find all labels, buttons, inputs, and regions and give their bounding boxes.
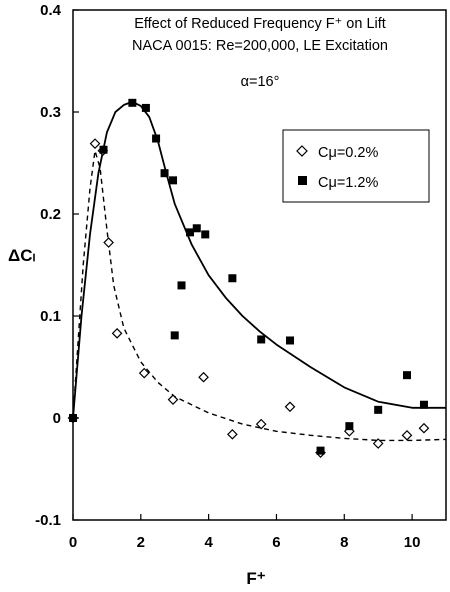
y-tick-label: 0 bbox=[53, 410, 61, 427]
legend: Cμ=0.2% Cμ=1.2% bbox=[282, 129, 430, 203]
chart-title-line-1: Effect of Reduced Frequency F⁺ on Lift bbox=[134, 16, 386, 32]
data-point-diamond bbox=[198, 371, 209, 383]
y-tick-label: -0.1 bbox=[35, 512, 61, 529]
data-point-diamond bbox=[372, 438, 384, 449]
data-point-diamond bbox=[89, 138, 101, 149]
data-point-diamond bbox=[227, 428, 238, 440]
data-point-square bbox=[403, 371, 412, 380]
data-point-diamond bbox=[284, 401, 296, 413]
data-point-square bbox=[69, 414, 77, 422]
x-tick-label: 4 bbox=[204, 534, 213, 551]
data-point-square bbox=[141, 103, 150, 112]
y-tick-label: 0.1 bbox=[40, 308, 61, 325]
data-point-square bbox=[177, 281, 186, 290]
data-point-diamond bbox=[418, 422, 430, 434]
legend-marker-square bbox=[298, 176, 307, 185]
data-point-diamond bbox=[138, 367, 150, 379]
fit-curve-series-2 bbox=[72, 100, 446, 419]
y-axis-label: ΔCₗ bbox=[8, 246, 35, 265]
data-point-square bbox=[286, 336, 295, 345]
y-tick-label: 0.3 bbox=[40, 104, 61, 121]
legend-label-series-2: Cμ=1.2% bbox=[318, 175, 378, 191]
plot-area bbox=[72, 9, 447, 521]
x-tick-label: 10 bbox=[404, 534, 421, 551]
data-point-diamond bbox=[103, 237, 114, 248]
data-point-square bbox=[170, 331, 179, 340]
data-point-square bbox=[99, 145, 108, 154]
data-point-square bbox=[152, 134, 161, 143]
data-point-square bbox=[374, 405, 383, 414]
data-point-square bbox=[419, 400, 428, 409]
legend-label-series-1: Cμ=0.2% bbox=[318, 145, 378, 161]
x-tick-label: 6 bbox=[272, 534, 280, 551]
data-point-square bbox=[128, 98, 137, 107]
chart-title-line-2: NACA 0015: Re=200,000, LE Excitation bbox=[132, 38, 388, 54]
data-point-diamond bbox=[167, 394, 179, 405]
y-tick-label: 0.2 bbox=[40, 206, 61, 223]
data-point-square bbox=[201, 230, 210, 239]
x-tick-label: 0 bbox=[69, 534, 77, 551]
data-point-square bbox=[228, 274, 237, 283]
data-point-square bbox=[345, 422, 354, 431]
data-point-diamond bbox=[111, 327, 123, 339]
x-tick-label: 2 bbox=[137, 534, 145, 551]
data-point-diamond bbox=[401, 429, 413, 441]
x-axis-label: F⁺ bbox=[246, 569, 265, 588]
data-point-square bbox=[257, 335, 266, 344]
data-point-diamond bbox=[255, 418, 267, 430]
x-tick-label: 8 bbox=[340, 534, 348, 551]
data-point-square bbox=[185, 228, 194, 237]
data-point-square bbox=[316, 446, 325, 455]
data-point-square bbox=[169, 176, 178, 185]
data-point-square bbox=[192, 224, 201, 233]
data-point-square bbox=[160, 169, 169, 178]
chart-title-line-3: α=16° bbox=[241, 74, 280, 90]
legend-box bbox=[282, 129, 430, 203]
legend-marker-diamond bbox=[296, 145, 308, 157]
y-tick-label: 0.4 bbox=[40, 2, 62, 19]
